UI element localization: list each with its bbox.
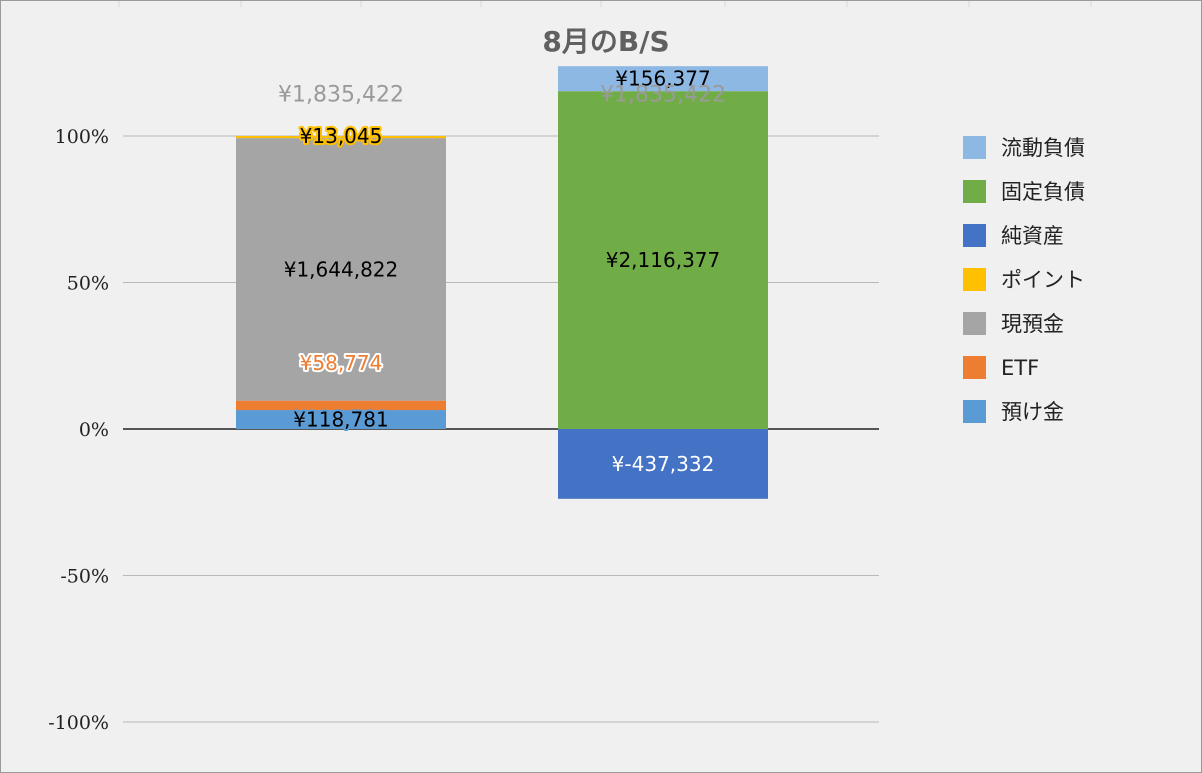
data-label-預け金: ¥118,781 <box>293 408 388 432</box>
bar-segment-現預金 <box>236 138 446 401</box>
bar-total-label: ¥1,835,422 <box>600 83 726 108</box>
legend-label-ポイント: ポイント <box>1001 268 1085 292</box>
data-label-ポイント-halo: ¥13,045 <box>300 124 383 148</box>
y-tick-label: 0% <box>79 419 109 441</box>
top-strip-gridlines <box>118 1 1092 7</box>
bar-segment-固定負債 <box>558 91 768 429</box>
y-tick-label: -100% <box>48 712 109 734</box>
legend-label-預け金: 預け金 <box>1001 400 1064 424</box>
bar-segment-ポイント <box>236 136 446 139</box>
legend-label-ETF: ETF <box>1001 356 1039 380</box>
legend-label-固定負債: 固定負債 <box>1001 180 1085 204</box>
y-tick-label: 100% <box>55 126 109 148</box>
legend-label-現預金: 現預金 <box>1001 312 1064 336</box>
y-tick-label: -50% <box>60 566 109 588</box>
data-label-純資産: ¥-437,332 <box>612 452 715 476</box>
legend-swatch-流動負債 <box>963 136 986 159</box>
legend-swatch-ETF <box>963 356 986 379</box>
legend-swatch-純資産 <box>963 224 986 247</box>
data-labels-layer: ¥118,781¥118,781¥58,774¥58,774¥1,644,822… <box>278 67 726 476</box>
data-label-固定負債: ¥2,116,377 <box>606 248 721 272</box>
data-label-ETF: ¥58,774 <box>300 351 383 375</box>
chart-title: 8月のB/S <box>542 25 669 58</box>
y-tick-label: 50% <box>67 273 109 295</box>
data-label-現預金: ¥1,644,822 <box>284 257 399 281</box>
data-label-流動負債: ¥156,377 <box>615 67 710 91</box>
y-axis: 100% 50% 0% -50% -100% <box>48 126 109 734</box>
bars-layer <box>236 66 768 499</box>
legend-label-流動負債: 流動負債 <box>1001 136 1085 160</box>
legend-swatch-ポイント <box>963 268 986 291</box>
legend-swatch-現預金 <box>963 312 986 335</box>
data-label-ETF-halo: ¥58,774 <box>300 351 383 375</box>
legend-swatch-固定負債 <box>963 180 986 203</box>
bar-segment-流動負債 <box>558 66 768 92</box>
data-label-ポイント: ¥13,045 <box>300 124 383 148</box>
data-label-預け金-halo: ¥118,781 <box>293 408 388 432</box>
legend-swatch-預け金 <box>963 400 986 423</box>
bar-segment-ETF <box>236 400 446 411</box>
legend-label-純資産: 純資産 <box>1001 224 1064 248</box>
bar-segment-預け金 <box>236 410 446 429</box>
bar-total-label: ¥1,835,422 <box>278 83 404 108</box>
bar-segment-純資産 <box>558 429 768 499</box>
